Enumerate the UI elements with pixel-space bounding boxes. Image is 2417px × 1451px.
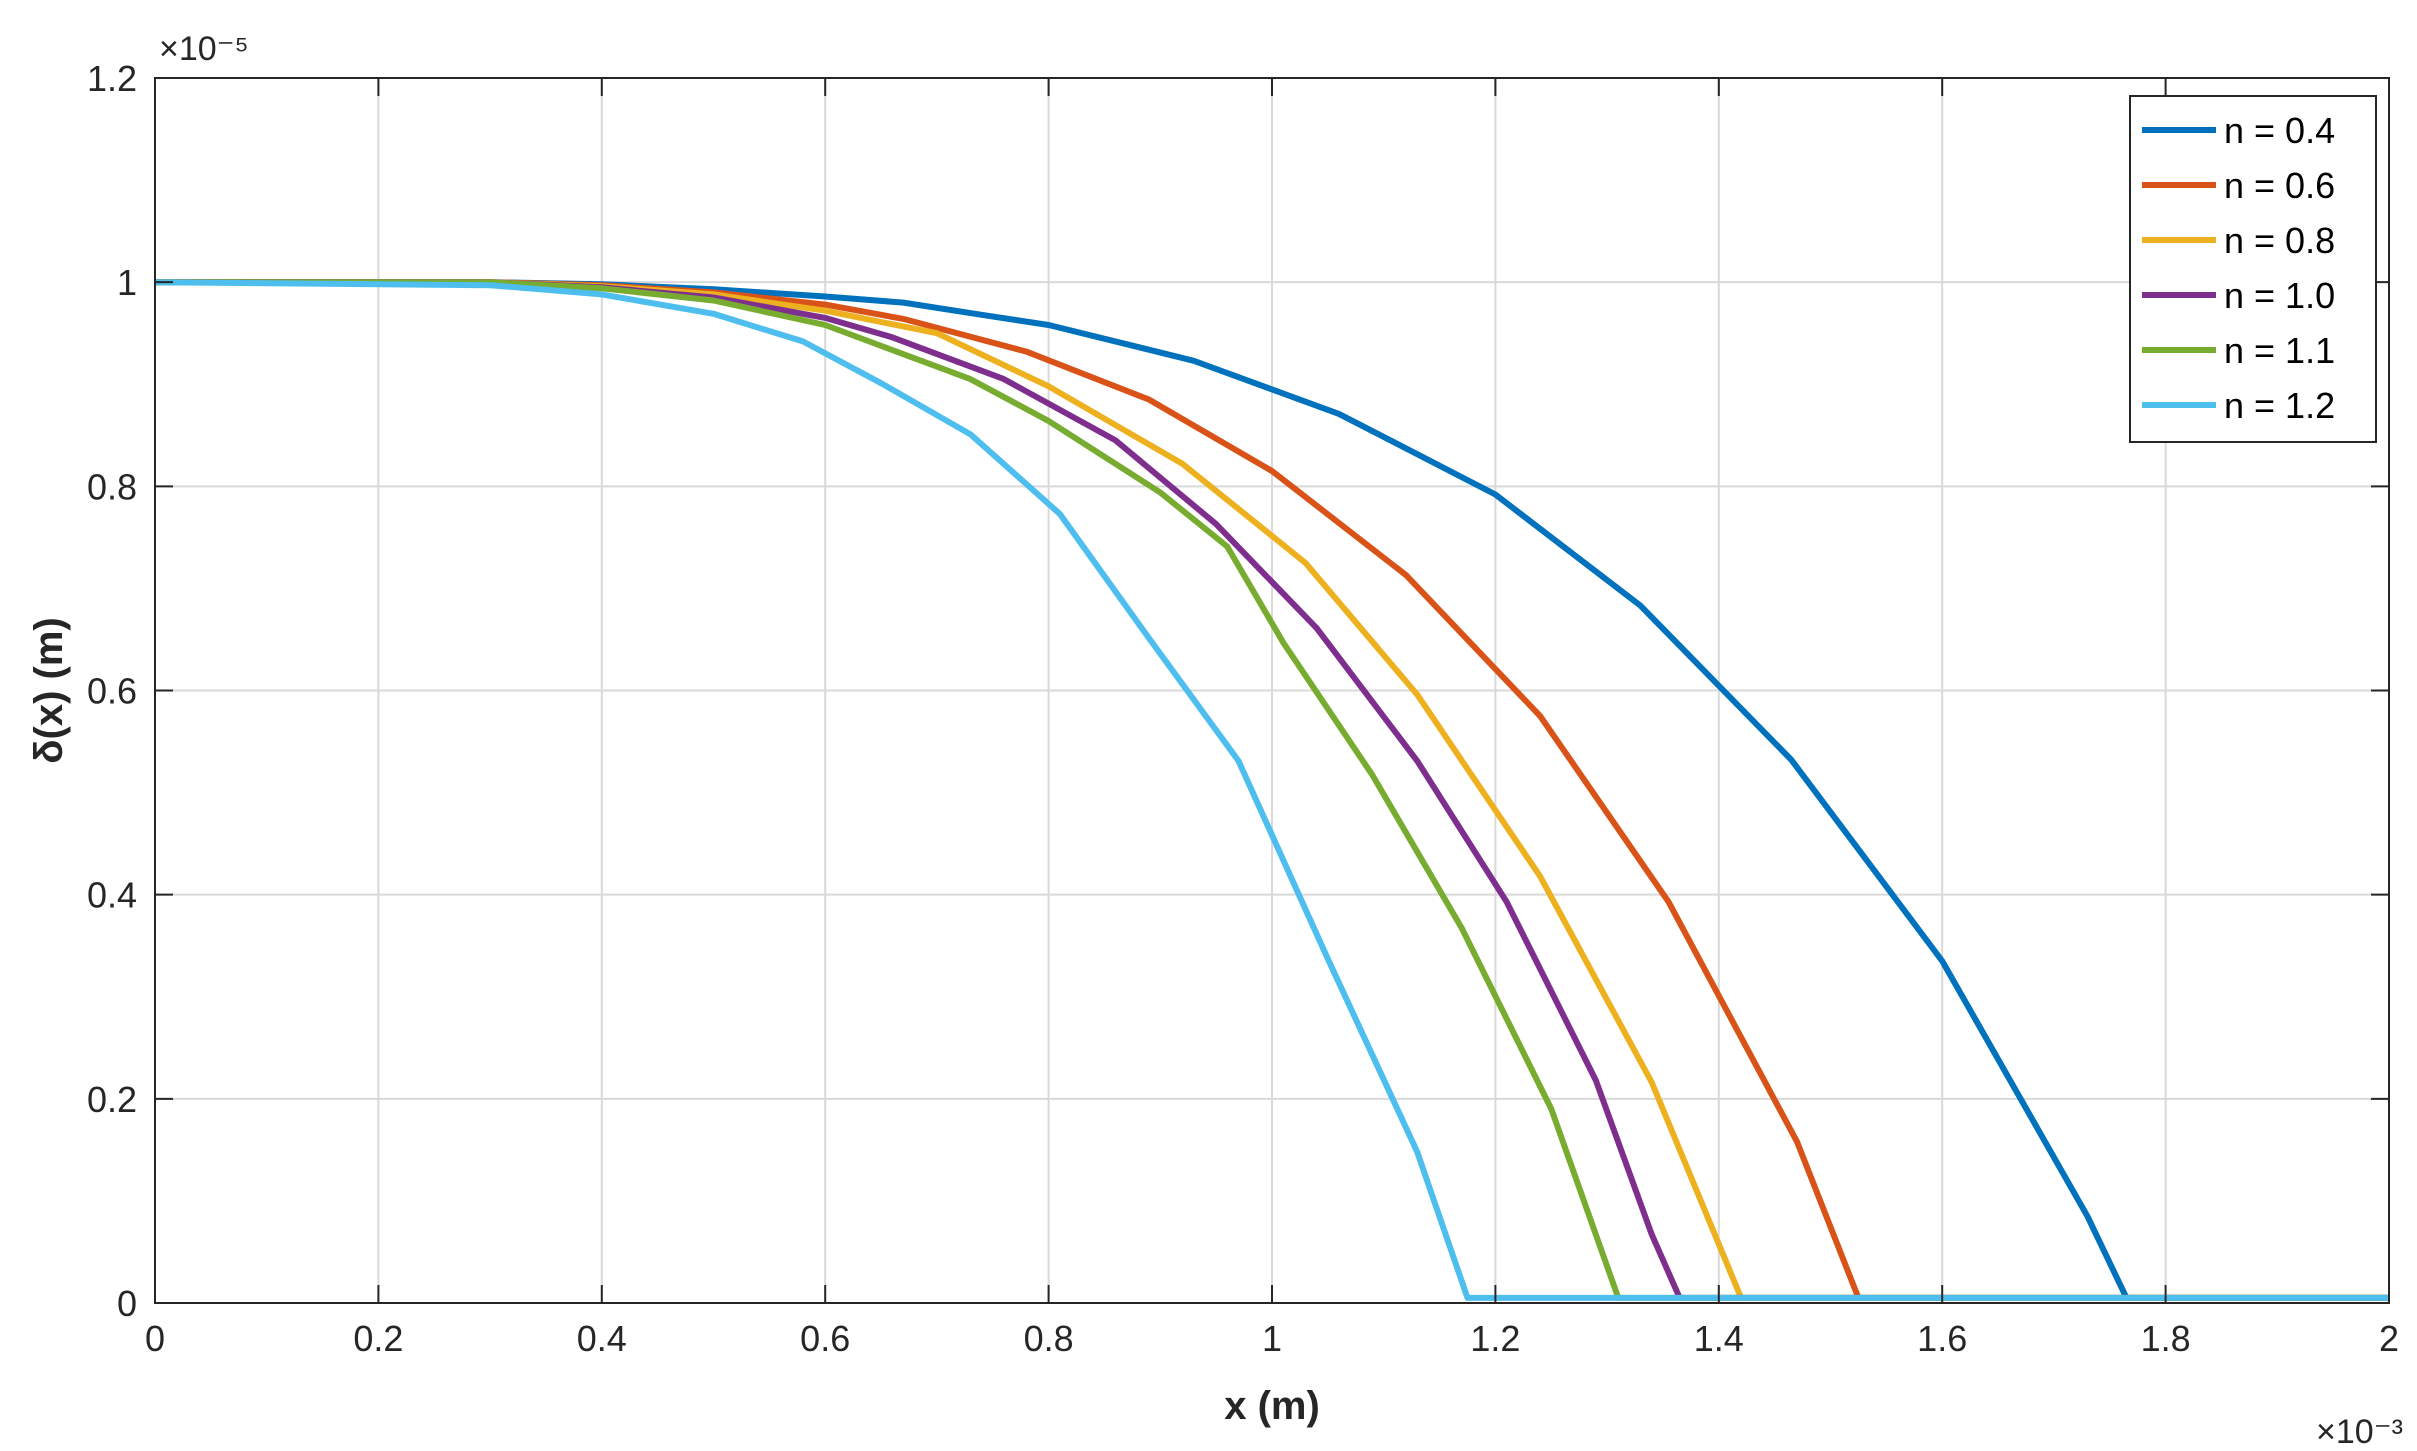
y-axis-exponent: ×10⁻⁵ [159,30,249,68]
legend-entry: n = 1.2 [2224,385,2335,426]
legend-entry: n = 0.8 [2224,220,2335,261]
legend-entry: n = 0.4 [2224,110,2335,151]
x-tick-label: 1.8 [2141,1318,2191,1359]
legend: n = 0.4 n = 0.6 n = 0.8 n = 1.0 n = 1.1 n = 1… [2129,95,2377,443]
y-tick-label: 0 [117,1283,137,1324]
x-tick-label: 0.4 [577,1318,627,1359]
y-tick-label: 0.2 [87,1079,137,1120]
y-tick-label: 0.6 [87,671,137,712]
legend-box [2129,95,2377,443]
legend-entry: n = 1.0 [2224,275,2335,316]
x-tick-label: 1.6 [1917,1318,1967,1359]
x-tick-label: 0.6 [800,1318,850,1359]
tick-marks [154,77,2390,1304]
x-axis-exponent: ×10⁻³ [2316,1413,2403,1451]
y-axis-title: δ(x) (m) [27,617,71,763]
x-tick-label: 1.2 [1470,1318,1520,1359]
series-line-5 [154,279,2389,1301]
y-tick-labels: 0 0.2 0.4 0.6 0.8 1 1.2 [87,58,137,1324]
y-tick-label: 0.8 [87,466,137,507]
y-tick-label: 1 [117,262,137,303]
x-tick-label: 1 [1262,1318,1282,1359]
legend-entry: n = 1.1 [2224,330,2335,371]
x-tick-label: 2 [2379,1318,2399,1359]
x-tick-labels: 0 0.2 0.4 0.6 0.8 1 1.2 1.4 1.6 1.8 2 [145,1318,2399,1359]
x-tick-label: 0 [145,1318,165,1359]
series-lines [154,279,2389,1301]
x-tick-label: 0.8 [1024,1318,1074,1359]
x-axis-title: x (m) [1224,1384,1320,1428]
x-tick-label: 1.4 [1694,1318,1744,1359]
y-tick-label: 1.2 [87,58,137,99]
x-tick-label: 0.2 [353,1318,403,1359]
y-tick-label: 0.4 [87,875,137,916]
series-line-4 [155,279,2389,1301]
legend-entry: n = 0.6 [2224,165,2335,206]
